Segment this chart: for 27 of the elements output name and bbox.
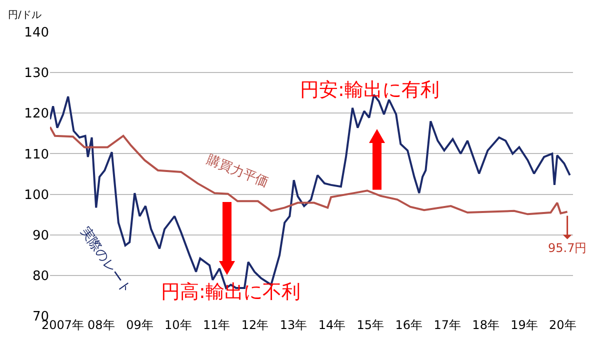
x-tick-label: 13年 <box>280 318 308 332</box>
y-tick-label: 120 <box>24 106 49 122</box>
y-axis-title: 円/ドル <box>8 10 42 21</box>
x-tick-label: 14年 <box>318 318 346 332</box>
x-tick-label: 08年 <box>88 318 115 332</box>
y-tick-label: 130 <box>24 66 49 82</box>
x-tick-label: 16年 <box>395 318 422 332</box>
annotation: 95.7円 <box>548 241 587 255</box>
y-tick-label: 110 <box>24 147 49 162</box>
x-tick-label: 15年 <box>356 318 384 332</box>
x-tick-label: 10年 <box>164 318 192 332</box>
x-tick-label: 11年 <box>202 318 230 332</box>
annotation: 円安:輸出に有利 <box>300 79 440 101</box>
x-tick-label: 18年 <box>472 318 500 332</box>
text: 実際のレート <box>77 224 135 298</box>
text: 購買力平価 <box>204 152 270 191</box>
x-tick-label: 17年 <box>434 318 462 332</box>
y-tick-label: 80 <box>32 268 49 284</box>
y-tick-label: 90 <box>32 228 49 244</box>
x-tick-label: 19年 <box>510 318 538 332</box>
y-tick-label: 100 <box>24 188 49 203</box>
x-tick-label: 09年 <box>126 318 154 332</box>
y-tick-label: 140 <box>24 26 49 41</box>
annotation: 円高:輸出に不利 <box>161 281 300 303</box>
x-tick-label: 20年 <box>549 318 576 332</box>
line-series <box>50 126 568 216</box>
x-tick-label: 12年 <box>241 318 269 332</box>
